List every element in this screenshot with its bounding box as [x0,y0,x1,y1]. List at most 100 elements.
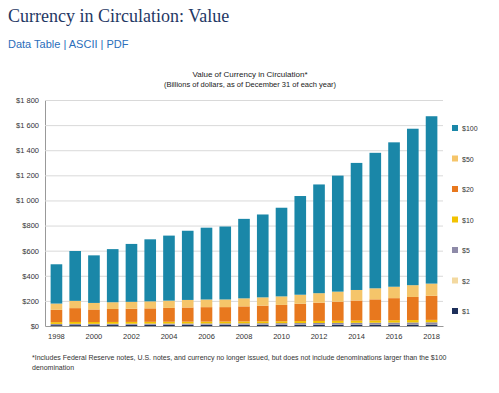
bar-segment [294,325,306,326]
chart-subtitle: (Billions of dollars, as of December 31 … [164,80,337,89]
x-tick: 2018 [423,326,440,341]
bar-segment [219,307,231,321]
link[interactable]: PDF [106,38,128,50]
bar-segment [313,323,325,324]
x-axis: 1998200020022004200620082010201220142016… [46,326,444,341]
x-tick: 2012 [311,326,328,341]
bar-segment [163,308,175,322]
bar-segment [351,290,363,301]
bar-segment [201,228,213,300]
bar-segment [201,299,213,307]
bar-segment [69,251,81,301]
bar-segment [369,320,381,322]
grid-line [45,100,443,101]
bar-segment [182,307,194,321]
y-tick: $1 600 [16,121,443,130]
bar-segment [144,324,156,325]
bar-segment [88,324,100,325]
bar-segment [219,323,231,324]
footnote-line: *Includes Federal Reserve notes, U.S. no… [32,354,447,362]
bar-segment [294,304,306,321]
bar-segment [144,308,156,321]
bar-segment [88,324,100,325]
link[interactable]: Data Table [8,38,60,50]
bar-segment [257,321,269,323]
bar-segment [313,321,325,323]
bar-segment [351,163,363,290]
bar-segment [313,184,325,293]
bar-segment [201,322,213,324]
grid-line [45,200,443,201]
bar-segment [219,227,231,300]
y-tick-label: $0 [31,322,39,331]
legend-label: $5 [462,247,470,254]
bar-segment [407,322,419,324]
x-tick-label: 2014 [348,332,365,341]
legend-swatch [452,217,458,223]
legend-label: $10 [462,217,474,224]
bar-segment [144,301,156,308]
bar-segment [69,322,81,324]
bar-segment [107,325,119,326]
bar-segment [351,301,363,321]
legend-swatch [452,278,458,284]
x-tick-label: 1998 [48,332,65,341]
legend-label: $2 [462,278,470,285]
bar-segment [144,322,156,324]
link-separator: | [98,38,107,50]
grid-line [45,326,443,327]
x-tick: 1998 [48,326,65,341]
x-tick-label: 2008 [236,332,253,341]
bar-segment [388,287,400,298]
x-tick: 2002 [123,326,140,341]
legend-label: $1 [462,308,470,315]
bar-segment [332,302,344,321]
y-tick-label: $1 600 [16,121,39,130]
bar-segment [407,129,419,285]
bar-segment [69,308,81,322]
legend-swatch [452,186,458,192]
y-tick: $0 [31,322,443,331]
bar-segment [182,324,194,325]
series [51,324,438,326]
bar-segment [238,298,250,306]
bar-segment [107,249,119,302]
bar-segment [238,325,250,326]
bar-segment [257,323,269,324]
bar-segment [182,300,194,308]
x-tick-label: 2010 [273,332,290,341]
bar-segment [257,306,269,322]
bar-segment [238,306,250,321]
bar-segment [51,310,63,322]
bar-segment [313,324,325,325]
bar-segment [369,299,381,320]
bar-segment [219,325,231,326]
x-tick: 2014 [348,326,365,341]
link[interactable]: ASCII [69,38,98,50]
x-tick-label: 2000 [86,332,103,341]
bar-segment [144,325,156,326]
bar-segment [388,142,400,286]
bar-segment [201,324,213,325]
x-tick-label: 2006 [198,332,215,341]
bar-segment [426,116,438,283]
bar-segment [51,264,63,303]
bar-segment [426,324,438,326]
y-tick-label: $400 [22,272,39,281]
bar-segment [294,323,306,324]
bar-segment [88,322,100,324]
bar-segment [219,324,231,325]
x-tick-label: 2002 [123,332,140,341]
legend-swatch [452,156,458,162]
x-tick: 2006 [198,326,215,341]
bar-segment [388,323,400,325]
bar-segment [69,325,81,326]
bar-segment [88,303,100,310]
bar-segment [182,231,194,300]
y-axis: $0$200$400$600$800$1 000$1 200$1 400$1 6… [16,96,443,331]
bar-segment [276,296,288,305]
bar-segment [351,325,363,326]
grid-line [45,150,443,151]
bar-segment [219,322,231,324]
bar-segment [238,324,250,325]
